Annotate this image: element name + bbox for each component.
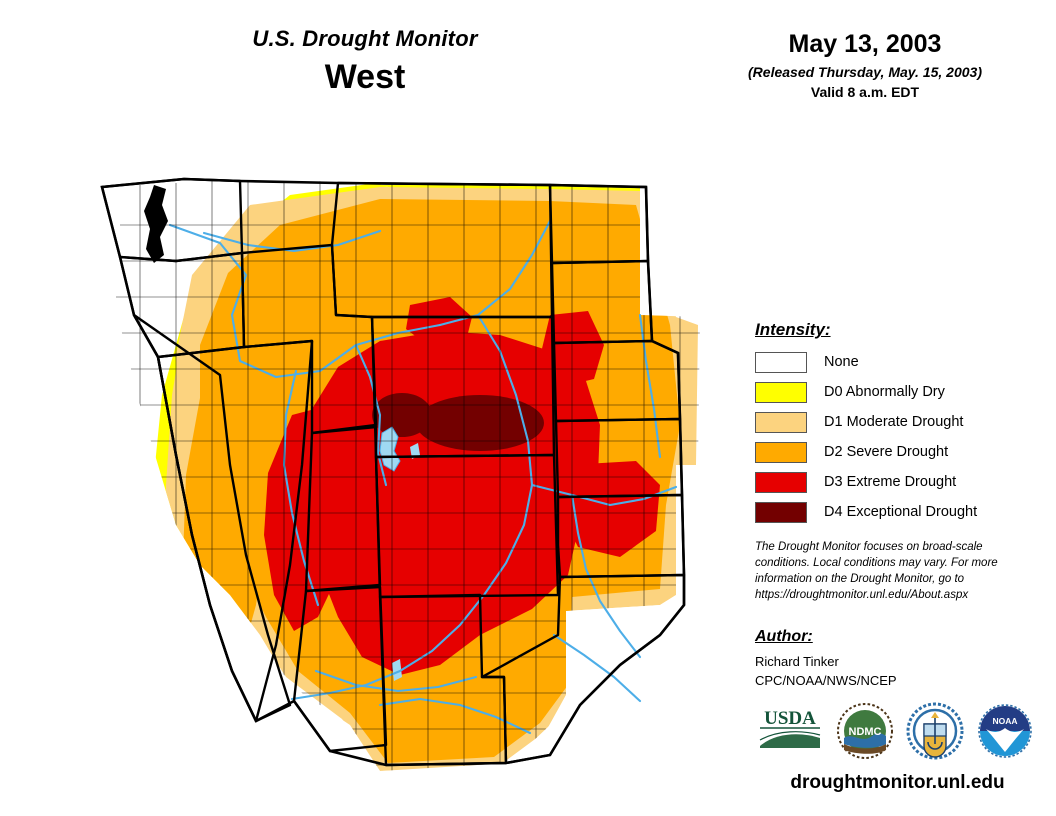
legend-item-d3[interactable]: D3 Extreme Drought [755,469,1035,495]
ndmc-logo[interactable]: NDMC [836,702,894,765]
region-title: West [324,58,406,96]
cpc-noaa-seal[interactable] [906,702,964,765]
legend-item-d4[interactable]: D4 Exceptional Drought [755,499,1035,525]
date-block: May 13, 2003 (Released Thursday, May. 15… [700,30,1030,100]
disclaimer-text: The Drought Monitor focuses on broad-sca… [755,540,1025,603]
author-name: Richard Tinker [755,654,839,669]
author-heading: Author: [755,628,813,645]
logo-row: USDA NDMC [758,702,1038,764]
legend-item-d1[interactable]: D1 Moderate Drought [755,409,1035,435]
disclaimer-line-2: conditions. Local conditions may vary. F… [755,556,998,569]
noaa-logo-text: NOAA [992,716,1017,726]
disclaimer-line-1: The Drought Monitor focuses on broad-sca… [755,541,983,553]
legend-item-none[interactable]: None [755,349,1035,375]
legend-label-d3: D3 Extreme Drought [824,474,957,490]
author-affiliation: CPC/NOAA/NWS/NCEP [755,672,897,688]
disclaimer-line-3: information on the Drought Monitor, go t… [755,572,965,585]
puget-sound [144,185,168,263]
legend-label-none: None [824,354,859,370]
water-bodies [379,426,420,681]
legend-swatch-d0 [755,381,807,403]
legend-heading: Intensity: [755,320,831,339]
drought-map[interactable] [80,165,740,795]
legend-swatch-d4 [755,501,807,523]
usda-logo[interactable]: USDA [758,702,822,757]
legend-label-d2: D2 Severe Drought [824,444,949,460]
d4-zone [372,393,544,451]
title-block: U.S. Drought Monitor West [150,26,580,97]
noaa-logo[interactable]: NOAA [976,702,1034,765]
legend-swatch-d1 [755,411,807,433]
page-title: U.S. Drought Monitor [252,26,478,51]
legend-label-d1: D1 Moderate Drought [824,414,964,430]
svg-text:NDMC: NDMC [849,726,882,738]
legend-swatch-d3 [755,471,807,493]
legend-item-d0[interactable]: D0 Abnormally Dry [755,379,1035,405]
legend-label-d0: D0 Abnormally Dry [824,384,945,400]
legend-label-d4: D4 Exceptional Drought [824,504,978,520]
legend-swatch-none [755,351,807,373]
author-block: Author: Richard Tinker CPC/NOAA/NWS/NCEP [755,628,1025,691]
legend-item-d2[interactable]: D2 Severe Drought [755,439,1035,465]
legend: Intensity: None D0 Abnormally Dry D1 Mod… [755,320,1035,529]
disclaimer-url[interactable]: https://droughtmonitor.unl.edu/About.asp… [755,588,969,601]
svg-text:USDA: USDA [764,708,816,729]
region-outline [100,177,686,767]
legend-swatch-d2 [755,441,807,463]
map-date: May 13, 2003 [788,30,942,58]
release-date: (Released Thursday, May. 15, 2003) [748,64,982,80]
valid-time: Valid 8 a.m. EDT [810,84,920,100]
footer-url[interactable]: droughtmonitor.unl.edu [790,772,1005,793]
